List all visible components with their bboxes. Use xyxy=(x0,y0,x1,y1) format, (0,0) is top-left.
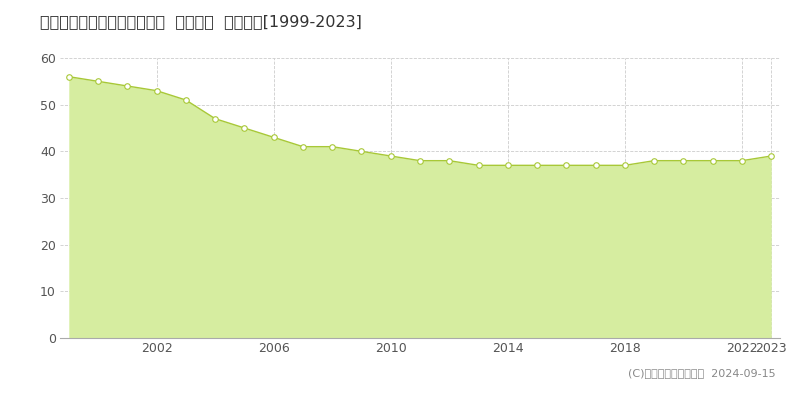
Text: (C)土地価格ドットコム  2024-09-15: (C)土地価格ドットコム 2024-09-15 xyxy=(628,368,776,378)
Text: 愛知県小牧市曙町１６番１外  地価公示  地価推移[1999-2023]: 愛知県小牧市曙町１６番１外 地価公示 地価推移[1999-2023] xyxy=(40,14,362,29)
